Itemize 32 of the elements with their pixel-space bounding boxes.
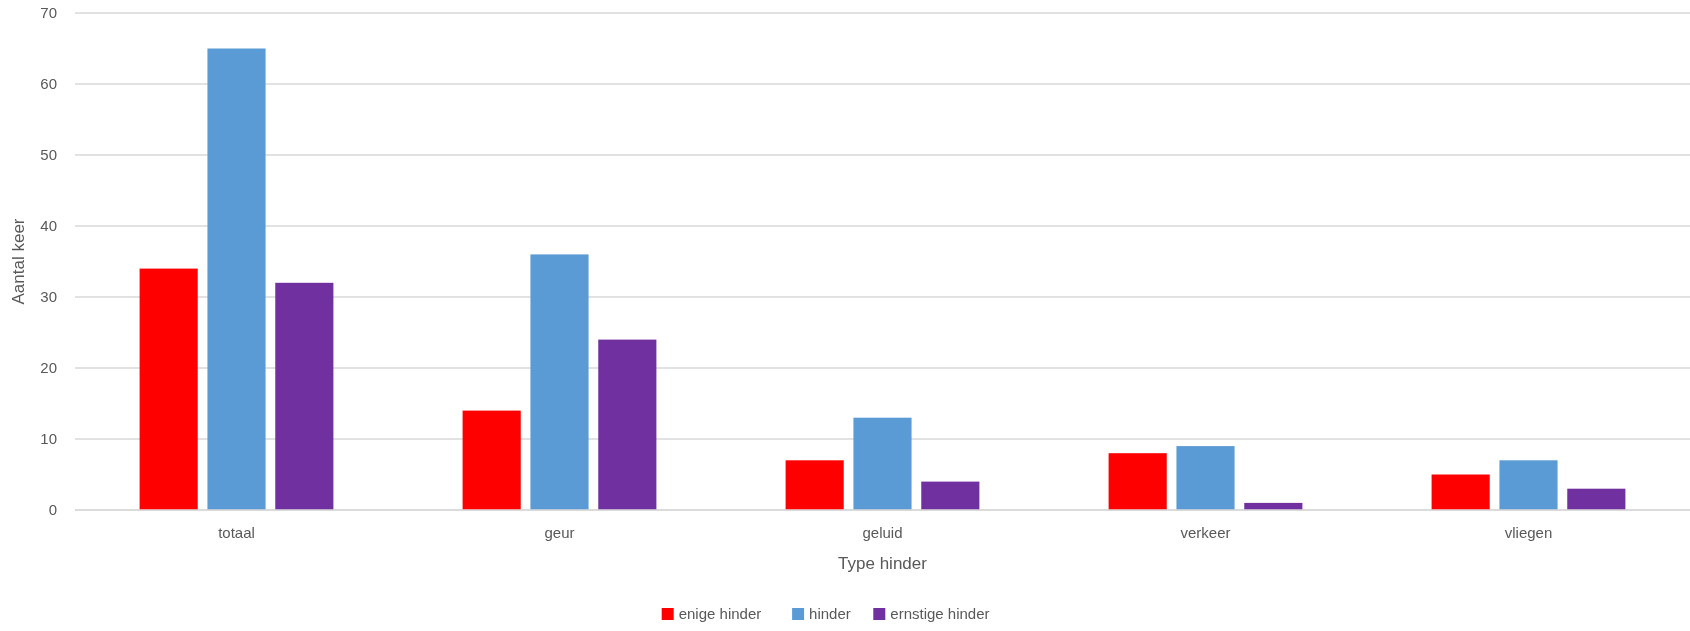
y-tick-label: 70 <box>40 4 57 22</box>
legend-label: ernstige hinder <box>890 605 990 622</box>
bar <box>921 481 980 510</box>
bar <box>598 339 657 510</box>
y-axis-title: Aantal keer <box>9 218 28 305</box>
bar <box>139 268 198 510</box>
x-tick-label: geur <box>544 524 575 541</box>
bar <box>1567 488 1626 510</box>
y-tick-label: 10 <box>40 430 57 448</box>
bar <box>530 254 589 510</box>
bar <box>462 410 521 510</box>
bar <box>1499 460 1558 510</box>
x-axis-title: Type hinder <box>838 554 928 573</box>
x-tick-label: vliegen <box>1504 524 1553 541</box>
bar <box>785 460 844 510</box>
bar <box>1108 453 1167 510</box>
y-tick-label: 30 <box>40 288 57 306</box>
y-tick-label: 60 <box>40 75 57 93</box>
legend-label: hinder <box>809 605 851 622</box>
bar <box>1431 474 1490 510</box>
bar <box>853 417 912 510</box>
legend-label: enige hinder <box>678 605 762 622</box>
x-tick-label: verkeer <box>1180 524 1231 541</box>
x-tick-label: totaal <box>218 524 255 541</box>
bar <box>1176 446 1235 510</box>
y-tick-label: 0 <box>48 501 57 519</box>
y-tick-label: 20 <box>40 359 57 377</box>
y-tick-label: 40 <box>40 217 57 235</box>
bar <box>275 282 334 510</box>
bar <box>207 48 266 510</box>
x-tick-label: geluid <box>862 524 903 541</box>
y-tick-label: 50 <box>40 146 57 164</box>
